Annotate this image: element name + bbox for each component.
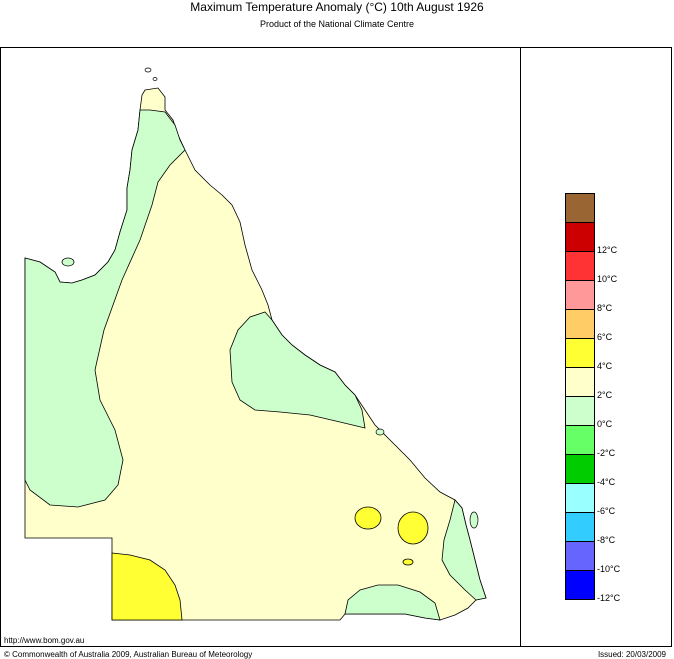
legend-swatch [565,310,595,339]
footer-copyright: © Commonwealth of Australia 2009, Austra… [4,650,253,659]
legend-label: 2°C [597,390,613,400]
footer-url[interactable]: http://www.bom.gov.au [4,636,85,645]
color-legend [565,193,595,600]
legend-label: -10°C [597,564,621,574]
region-warm-pocket-3 [402,558,414,566]
legend-swatch [565,281,595,310]
legend-label: 12°C [597,245,618,255]
legend-swatch [565,368,595,397]
legend-label: 4°C [597,361,613,371]
legend-swatch [565,513,595,542]
map-subtitle: Product of the National Climate Centre [259,19,415,29]
footer-issued: Issued: 20/03/2009 [597,650,666,659]
map-title: Maximum Temperature Anomaly (°C) 10th Au… [190,0,484,14]
region-cool-southeast-coast [441,499,487,601]
island-1 [144,67,152,73]
legend-label: -4°C [597,477,616,487]
legend-swatch [565,571,595,600]
region-cool-south [344,584,441,621]
legend-swatch [565,426,595,455]
island-4 [375,428,385,436]
region-warm-pocket-1 [354,506,382,530]
legend-label: -12°C [597,593,621,603]
legend-swatch [565,339,595,368]
legend-label: -6°C [597,506,616,516]
legend-label: 8°C [597,303,613,313]
legend-swatch [565,397,595,426]
island-5 [469,511,479,529]
legend-divider [520,47,521,647]
legend-swatch [565,252,595,281]
legend-label: -8°C [597,535,616,545]
legend-label: 6°C [597,332,613,342]
legend-label: -2°C [597,448,616,458]
region-cool-central-coast [229,311,366,429]
region-warm-southwest [111,552,183,621]
region-cool-west [24,109,186,508]
region-warm-pocket-2 [397,511,429,545]
legend-label: 10°C [597,274,618,284]
legend-swatch [565,542,595,571]
legend-swatch [565,484,595,513]
island-2 [152,77,158,81]
legend-label: 0°C [597,419,613,429]
island-3 [61,257,75,267]
legend-swatch [565,223,595,252]
legend-swatch [565,455,595,484]
legend-swatch [565,193,595,223]
map-frame [0,47,672,647]
